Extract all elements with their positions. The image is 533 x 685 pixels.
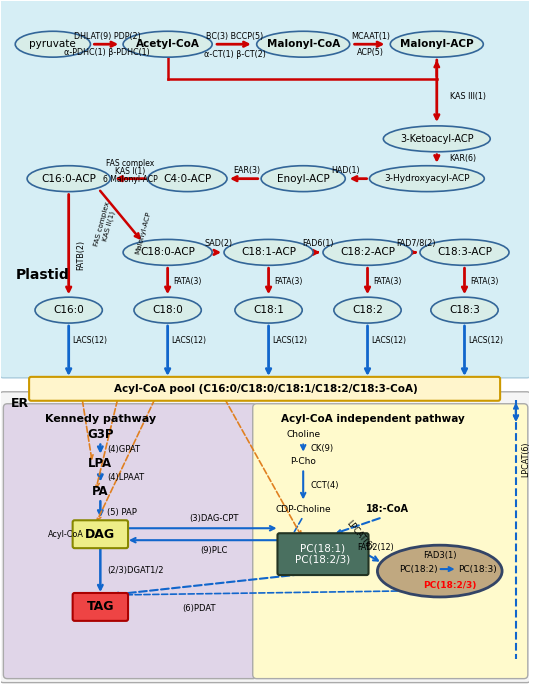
- Text: ACP(5): ACP(5): [357, 48, 384, 57]
- Text: Plastid: Plastid: [16, 269, 70, 282]
- Text: Acyl-CoA: Acyl-CoA: [48, 530, 84, 538]
- Text: (6)PDAT: (6)PDAT: [182, 604, 216, 613]
- Text: LPA: LPA: [88, 457, 112, 470]
- Text: Enoyl-ACP: Enoyl-ACP: [277, 174, 329, 184]
- Text: PA: PA: [92, 485, 109, 498]
- Text: FATA(3): FATA(3): [174, 277, 202, 286]
- Text: Kennedy pathway: Kennedy pathway: [45, 414, 156, 424]
- Text: C18:0: C18:0: [152, 305, 183, 315]
- Ellipse shape: [35, 297, 102, 323]
- Ellipse shape: [377, 545, 502, 597]
- Text: CCT(4): CCT(4): [310, 481, 338, 490]
- Text: DAG: DAG: [85, 527, 116, 540]
- Text: FAS complex: FAS complex: [106, 159, 154, 169]
- Ellipse shape: [420, 240, 509, 265]
- Text: LACS(12): LACS(12): [469, 336, 504, 345]
- FancyBboxPatch shape: [3, 403, 257, 679]
- Text: FAD6(1): FAD6(1): [302, 239, 334, 248]
- Text: FAD3(1): FAD3(1): [423, 551, 456, 560]
- FancyBboxPatch shape: [278, 533, 368, 575]
- FancyBboxPatch shape: [0, 0, 531, 378]
- Text: pyruvate: pyruvate: [29, 39, 76, 49]
- Ellipse shape: [134, 297, 201, 323]
- Text: (3)DAG-CPT: (3)DAG-CPT: [189, 514, 239, 523]
- Text: HAD(1): HAD(1): [332, 166, 360, 175]
- Text: C18:2: C18:2: [352, 305, 383, 315]
- Text: KAR(6): KAR(6): [450, 154, 477, 163]
- Text: G3P: G3P: [87, 428, 114, 441]
- Text: FATA(3): FATA(3): [374, 277, 402, 286]
- Ellipse shape: [369, 166, 484, 192]
- Text: SAD(2): SAD(2): [204, 239, 232, 248]
- Text: PC(18:2/3): PC(18:2/3): [423, 580, 477, 590]
- Text: LACS(12): LACS(12): [372, 336, 407, 345]
- FancyBboxPatch shape: [253, 403, 528, 679]
- Text: CDP-Choline: CDP-Choline: [276, 505, 331, 514]
- Text: FATA(3): FATA(3): [471, 277, 499, 286]
- Text: C18:3: C18:3: [449, 305, 480, 315]
- Text: FATB(2): FATB(2): [77, 240, 86, 271]
- Text: CK(9): CK(9): [310, 444, 333, 453]
- Text: LACS(12): LACS(12): [272, 336, 308, 345]
- FancyBboxPatch shape: [29, 377, 500, 401]
- Text: C18:3-ACP: C18:3-ACP: [437, 247, 492, 258]
- Text: FAD7/8(2): FAD7/8(2): [396, 239, 436, 248]
- Ellipse shape: [148, 166, 227, 192]
- Text: α-PDHC(1) β-PDHC(1): α-PDHC(1) β-PDHC(1): [64, 48, 150, 57]
- Text: Malonyl-ACP: Malonyl-ACP: [400, 39, 474, 49]
- Text: 18:-CoA: 18:-CoA: [366, 504, 409, 514]
- Text: PC(18:3): PC(18:3): [458, 564, 497, 573]
- Text: C18:1: C18:1: [253, 305, 284, 315]
- Ellipse shape: [390, 32, 483, 57]
- Text: (4)LPAAT: (4)LPAAT: [107, 473, 144, 482]
- Text: PC(18:1)
PC(18:2/3): PC(18:1) PC(18:2/3): [295, 543, 351, 565]
- Text: EAR(3): EAR(3): [233, 166, 260, 175]
- Text: 3-Hydroxyacyl-ACP: 3-Hydroxyacyl-ACP: [384, 174, 470, 183]
- Text: (5) PAP: (5) PAP: [107, 508, 137, 517]
- Text: 6 Malonyl-ACP: 6 Malonyl-ACP: [103, 175, 157, 184]
- Ellipse shape: [123, 240, 212, 265]
- Text: 3-Ketoacyl-ACP: 3-Ketoacyl-ACP: [400, 134, 474, 144]
- FancyBboxPatch shape: [72, 521, 128, 548]
- Text: KAS I(1): KAS I(1): [115, 167, 145, 176]
- Text: FAS complex
KAS II(1): FAS complex KAS II(1): [93, 201, 118, 249]
- Text: Choline: Choline: [286, 430, 320, 439]
- Ellipse shape: [334, 297, 401, 323]
- Ellipse shape: [15, 32, 91, 57]
- Ellipse shape: [123, 32, 212, 57]
- Ellipse shape: [323, 240, 412, 265]
- Ellipse shape: [261, 166, 345, 192]
- Text: DHLAT(9) PDP(2): DHLAT(9) PDP(2): [74, 32, 141, 40]
- Text: C16:0-ACP: C16:0-ACP: [41, 174, 96, 184]
- Ellipse shape: [224, 240, 313, 265]
- Text: LPCAT(6): LPCAT(6): [521, 442, 530, 477]
- Text: P-Cho: P-Cho: [290, 457, 316, 466]
- Text: LACS(12): LACS(12): [72, 336, 108, 345]
- Text: MCAAT(1): MCAAT(1): [351, 32, 390, 40]
- Text: (2/3)DGAT1/2: (2/3)DGAT1/2: [107, 566, 164, 575]
- Text: BC(3) BCCP(5): BC(3) BCCP(5): [206, 32, 263, 40]
- FancyBboxPatch shape: [0, 392, 531, 683]
- Ellipse shape: [235, 297, 302, 323]
- Text: KAS III(1): KAS III(1): [450, 92, 486, 101]
- Text: FAD2(12): FAD2(12): [357, 543, 394, 551]
- Ellipse shape: [383, 126, 490, 152]
- Text: Acyl-CoA independent pathway: Acyl-CoA independent pathway: [280, 414, 464, 424]
- Text: PC(18:2): PC(18:2): [399, 564, 437, 573]
- FancyBboxPatch shape: [72, 593, 128, 621]
- Text: ER: ER: [11, 397, 29, 410]
- Text: Malonyl-CoA: Malonyl-CoA: [266, 39, 340, 49]
- Text: Malonyl-ACP: Malonyl-ACP: [134, 210, 151, 255]
- Text: C18:1-ACP: C18:1-ACP: [241, 247, 296, 258]
- Ellipse shape: [431, 297, 498, 323]
- Text: α-CT(1) β-CT(2): α-CT(1) β-CT(2): [204, 50, 266, 59]
- Text: C18:2-ACP: C18:2-ACP: [340, 247, 395, 258]
- Text: LACS(12): LACS(12): [172, 336, 207, 345]
- Text: C18:0-ACP: C18:0-ACP: [140, 247, 195, 258]
- Text: C16:0: C16:0: [53, 305, 84, 315]
- Text: (9)PLC: (9)PLC: [200, 546, 228, 555]
- Text: Acyl-CoA pool (C16:0/C18:0/C18:1/C18:2/C18:3-CoA): Acyl-CoA pool (C16:0/C18:0/C18:1/C18:2/C…: [114, 384, 417, 394]
- Text: Acetyl-CoA: Acetyl-CoA: [136, 39, 199, 49]
- Text: (4)GPAT: (4)GPAT: [107, 445, 140, 453]
- Text: FATA(3): FATA(3): [274, 277, 303, 286]
